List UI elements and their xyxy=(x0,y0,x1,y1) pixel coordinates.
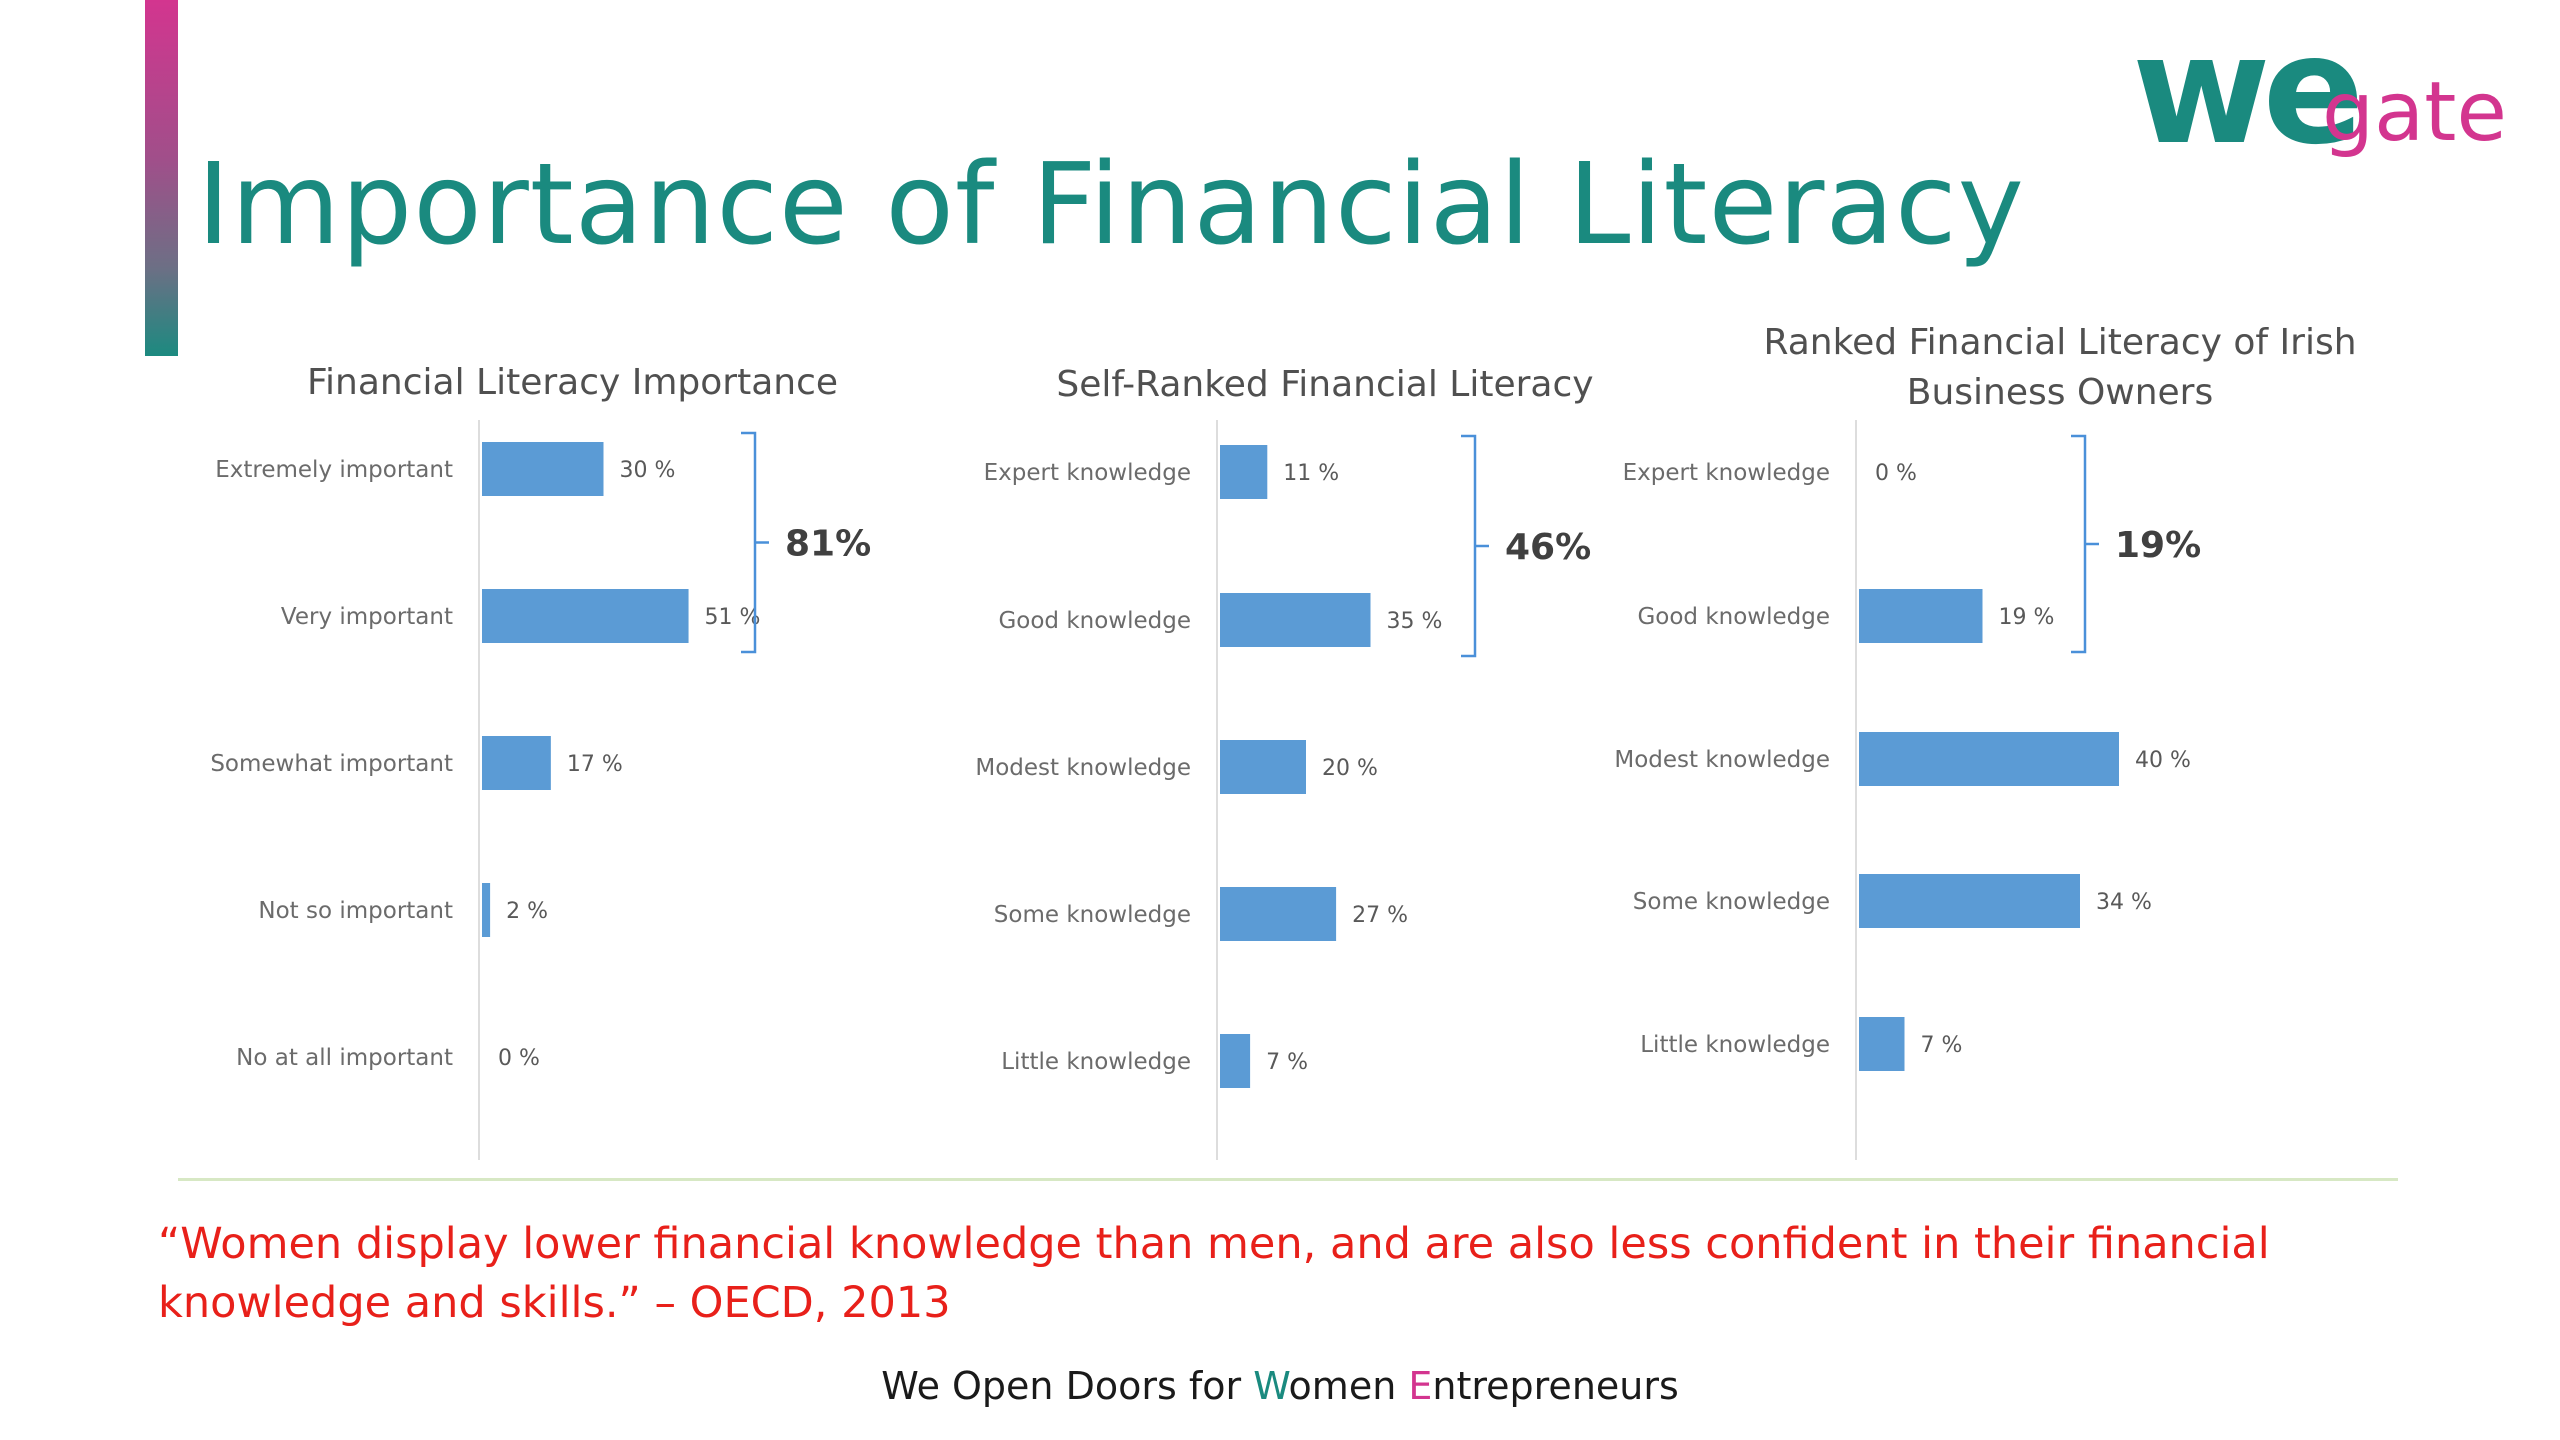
data-label: 35 % xyxy=(1387,609,1443,634)
bracket-label: 19% xyxy=(2115,525,2201,566)
data-label: 11 % xyxy=(1283,461,1339,486)
data-label: 17 % xyxy=(567,752,623,777)
bar xyxy=(1859,732,2119,786)
bar xyxy=(1859,589,1983,643)
chart-title: Ranked Financial Literacy of Irish Busin… xyxy=(1610,318,2510,418)
data-label: 19 % xyxy=(1999,605,2055,630)
chart-plot: Extremely important 30 % Very important 51 … xyxy=(210,420,871,1160)
bracket xyxy=(1461,434,1489,658)
logo-we: we xyxy=(2132,30,2358,170)
accent-bar xyxy=(145,0,178,356)
chart-title: Self-Ranked Financial Literacy xyxy=(1056,364,1594,405)
data-label: 7 % xyxy=(1921,1033,1963,1058)
data-label: 51 % xyxy=(705,605,761,630)
category-label: Little knowledge xyxy=(1001,1049,1191,1075)
category-label: Little knowledge xyxy=(1640,1032,1830,1058)
category-label: Good knowledge xyxy=(1637,604,1830,630)
tagline-part-1: We Open Doors for xyxy=(881,1364,1254,1408)
data-label: 34 % xyxy=(2096,890,2152,915)
bar xyxy=(1220,593,1371,647)
category-label: Modest knowledge xyxy=(975,755,1191,781)
data-label: 7 % xyxy=(1266,1050,1308,1075)
tagline-letter-w: W xyxy=(1253,1364,1289,1408)
chart-ranked-financial-literacy-irish: Ranked Financial Literacy of Irish Busin… xyxy=(1610,300,2510,1180)
tagline-letter-e: E xyxy=(1408,1364,1433,1408)
data-label: 27 % xyxy=(1352,903,1408,928)
category-label: Not so important xyxy=(258,898,453,924)
category-label: Very important xyxy=(281,604,453,630)
data-label: 0 % xyxy=(1875,461,1917,486)
chart-financial-literacy-importance: Financial Literacy Importance Extremely … xyxy=(195,300,950,1180)
bar xyxy=(1859,1017,1905,1071)
category-label: No at all important xyxy=(236,1045,453,1071)
logo-gate: gate xyxy=(2322,65,2507,160)
category-label: Modest knowledge xyxy=(1614,747,1830,773)
chart-title-line-1: Ranked Financial Literacy of Irish xyxy=(1763,322,2357,363)
bracket-label: 81% xyxy=(785,524,871,565)
category-label: Somewhat important xyxy=(210,751,453,777)
tagline-part-3: ntrepreneurs xyxy=(1432,1364,1679,1408)
chart-title-line-2: Business Owners xyxy=(1906,372,2214,413)
data-label: 0 % xyxy=(498,1046,540,1071)
category-label: Expert knowledge xyxy=(1623,460,1830,486)
bracket-label: 46% xyxy=(1505,527,1591,568)
data-label: 30 % xyxy=(620,458,676,483)
oecd-quote: “Women display lower financial knowledge… xyxy=(158,1219,2270,1328)
bar xyxy=(482,736,551,790)
chart-plot: Expert knowledge 11 % Good knowledge 35 % Mo… xyxy=(975,420,1591,1160)
bar xyxy=(482,442,604,496)
chart-title: Financial Literacy Importance xyxy=(306,362,839,403)
bar xyxy=(1220,1034,1251,1088)
tagline: We Open Doors for Women Entrepreneurs xyxy=(0,1364,2560,1408)
bracket xyxy=(741,431,769,654)
category-label: Some knowledge xyxy=(994,902,1191,928)
bar xyxy=(1220,740,1306,794)
wegate-logo: we gate xyxy=(2132,30,2507,170)
data-label: 20 % xyxy=(1322,756,1378,781)
category-label: Extremely important xyxy=(215,457,453,483)
category-label: Some knowledge xyxy=(1633,889,1830,915)
divider xyxy=(178,1178,2398,1181)
tagline-part-2: omen xyxy=(1288,1364,1409,1408)
chart-self-ranked-financial-literacy: Self-Ranked Financial Literacy Expert kn… xyxy=(955,300,1695,1180)
data-label: 40 % xyxy=(2135,748,2191,773)
bar xyxy=(1220,887,1337,941)
bar xyxy=(482,589,689,643)
bar xyxy=(1859,874,2080,928)
page-title: Importance of Financial Literacy xyxy=(197,140,2025,270)
data-label: 2 % xyxy=(506,899,548,924)
bar xyxy=(1220,445,1268,499)
bar xyxy=(482,883,491,937)
category-label: Expert knowledge xyxy=(984,460,1191,486)
bracket xyxy=(2071,434,2099,654)
category-label: Good knowledge xyxy=(998,608,1191,634)
chart-plot: Expert knowledge 0 % Good knowledge 19 % Mod… xyxy=(1614,420,2201,1160)
charts-area: Financial Literacy Importance Extremely … xyxy=(195,300,2510,1180)
